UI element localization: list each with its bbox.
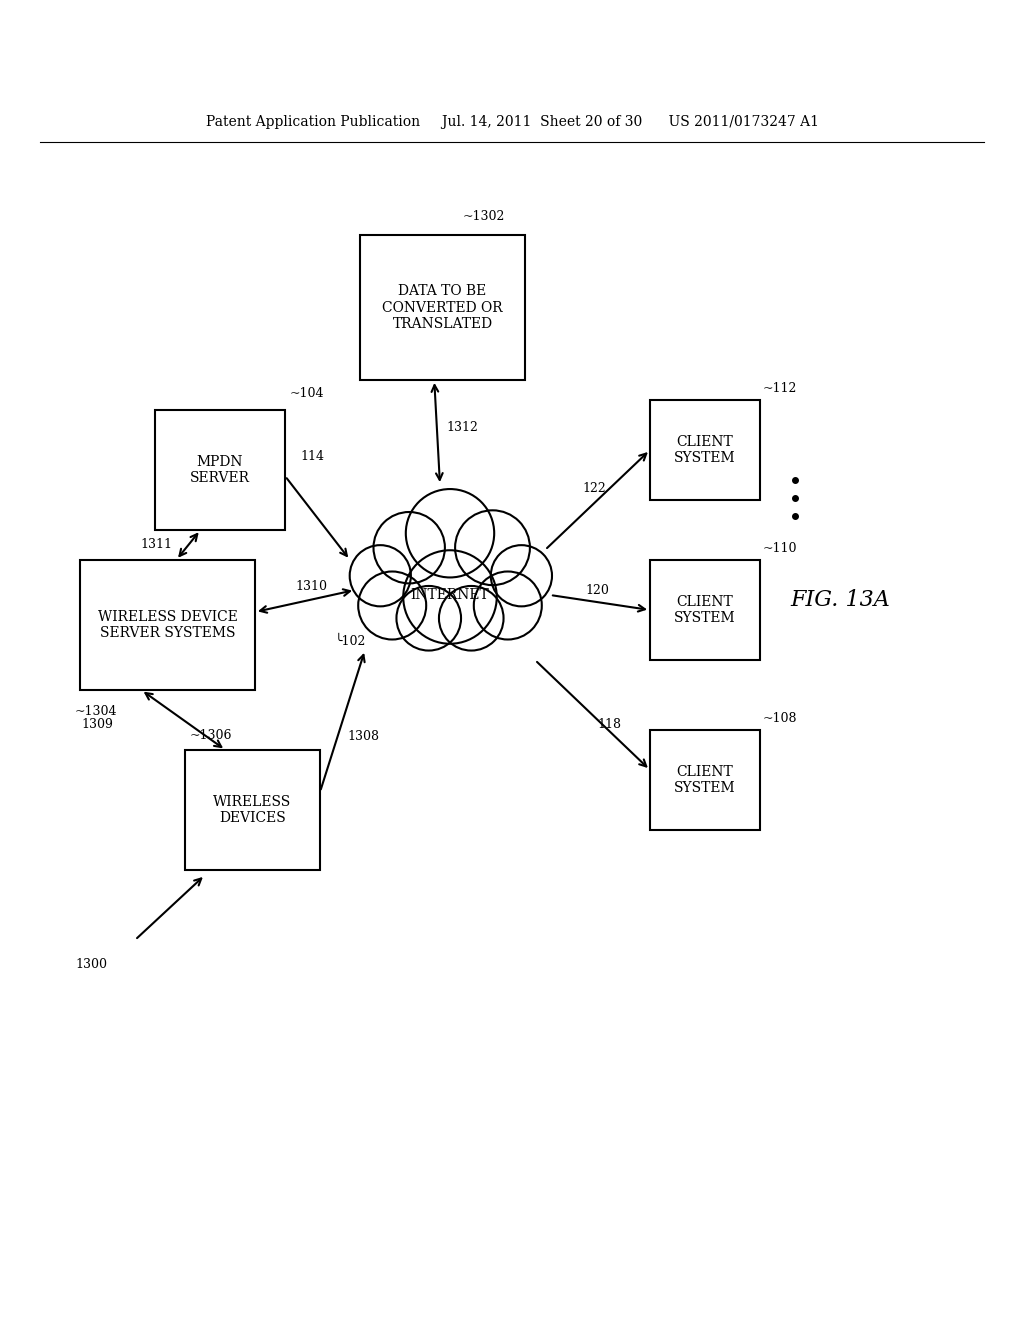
Text: CLIENT
SYSTEM: CLIENT SYSTEM: [674, 434, 736, 465]
Circle shape: [439, 586, 504, 651]
Circle shape: [358, 572, 426, 639]
Circle shape: [396, 586, 461, 651]
Text: CLIENT
SYSTEM: CLIENT SYSTEM: [674, 595, 736, 626]
Text: 1300: 1300: [75, 958, 106, 972]
Circle shape: [374, 512, 444, 583]
Circle shape: [455, 511, 529, 585]
Circle shape: [474, 572, 542, 639]
Bar: [155, 411, 285, 531]
Text: 1308: 1308: [347, 730, 380, 742]
Text: DATA TO BE
CONVERTED OR
TRANSLATED: DATA TO BE CONVERTED OR TRANSLATED: [382, 284, 503, 331]
Text: ~104: ~104: [290, 387, 325, 400]
Text: 120: 120: [585, 583, 609, 597]
Circle shape: [406, 488, 495, 577]
Bar: [80, 560, 255, 690]
Text: ~1302: ~1302: [463, 210, 505, 223]
Text: 1311: 1311: [140, 539, 172, 552]
Text: MPDN
SERVER: MPDN SERVER: [190, 455, 250, 486]
Bar: [185, 750, 319, 870]
Bar: [360, 235, 525, 380]
Text: 1310: 1310: [295, 579, 327, 593]
Bar: [650, 400, 760, 500]
Text: FIG. 13A: FIG. 13A: [790, 589, 890, 611]
Text: INTERNET: INTERNET: [411, 587, 489, 602]
Text: CLIENT
SYSTEM: CLIENT SYSTEM: [674, 764, 736, 795]
Text: 1309: 1309: [81, 718, 113, 731]
Text: ~110: ~110: [763, 543, 798, 554]
Text: ~108: ~108: [763, 711, 798, 725]
Text: WIRELESS DEVICE
SERVER SYSTEMS: WIRELESS DEVICE SERVER SYSTEMS: [97, 610, 238, 640]
Text: ~1306: ~1306: [190, 729, 232, 742]
Text: ╰102: ╰102: [335, 635, 367, 648]
Text: 122: 122: [583, 482, 606, 495]
Text: ~1304: ~1304: [75, 705, 118, 718]
Text: 114: 114: [300, 450, 324, 462]
Circle shape: [403, 550, 497, 644]
Text: 118: 118: [597, 718, 622, 731]
Bar: [650, 730, 760, 830]
Text: WIRELESS
DEVICES: WIRELESS DEVICES: [213, 795, 292, 825]
Text: ~112: ~112: [763, 381, 798, 395]
Circle shape: [490, 545, 552, 606]
Circle shape: [350, 545, 411, 606]
Text: Patent Application Publication     Jul. 14, 2011  Sheet 20 of 30      US 2011/01: Patent Application Publication Jul. 14, …: [206, 115, 818, 129]
Text: 1312: 1312: [446, 421, 478, 434]
Bar: [650, 560, 760, 660]
